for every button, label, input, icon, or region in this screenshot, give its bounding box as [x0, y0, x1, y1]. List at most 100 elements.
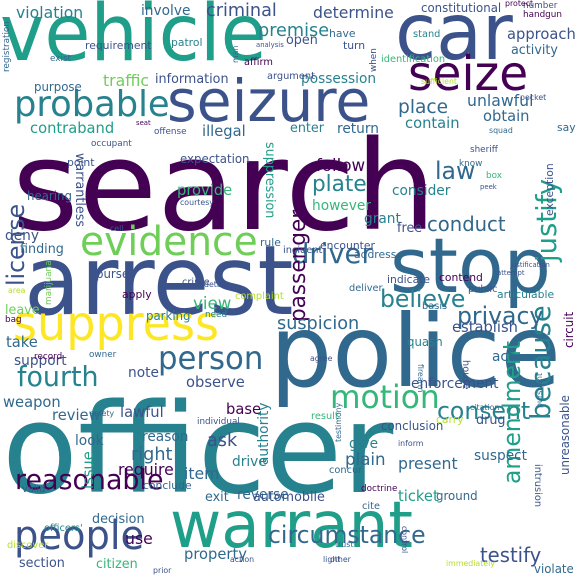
word-suspicion: suspicion	[277, 313, 360, 334]
word-ticket: ticket	[398, 487, 439, 505]
word-automobile: automobile	[253, 490, 325, 505]
word-encounter: encounter	[320, 239, 375, 252]
word-safety: safety	[90, 409, 115, 418]
word-section: section	[19, 556, 65, 571]
word-handgun: handgun	[523, 10, 562, 20]
word-detail: detail	[204, 280, 227, 289]
word-item: item	[184, 464, 220, 483]
word-obtain: obtain	[483, 107, 530, 125]
word-take: take	[6, 333, 38, 351]
word-authority: authority	[256, 402, 272, 465]
word-identification: identification	[381, 54, 446, 65]
word-suppress: suppress	[13, 296, 220, 352]
word-place: place	[398, 96, 449, 118]
word-weapon: weapon	[3, 393, 61, 411]
word-person: person	[158, 339, 264, 377]
word-grant: grant	[364, 211, 401, 227]
word-when: when	[369, 48, 379, 72]
word-trust: trust	[335, 540, 354, 549]
word-cell: cell	[110, 224, 124, 233]
word-crime: crime	[182, 277, 210, 288]
word-need: need	[205, 310, 228, 320]
word-result: result	[311, 411, 339, 422]
word-discover: discover	[7, 540, 49, 551]
word-driver: driver	[292, 237, 373, 270]
word-information: information	[155, 72, 229, 87]
word-believe: believe	[380, 285, 466, 313]
word-reverse: reverse	[237, 487, 289, 503]
word-sheriff: sheriff	[470, 145, 498, 155]
word-follow: follow	[316, 156, 366, 176]
word-contraband: contraband	[30, 119, 115, 137]
word-exit: exit	[205, 490, 229, 505]
word-action: action	[230, 555, 255, 564]
word-deny: deny	[5, 228, 39, 244]
word-exist: exist	[50, 54, 72, 64]
word-public: public	[468, 284, 498, 295]
word-owner: owner	[89, 350, 117, 360]
word-purpose: purpose	[34, 80, 82, 94]
word-officer: officer	[2, 378, 394, 522]
word-review: review	[52, 406, 101, 424]
word-decision: decision	[92, 512, 145, 527]
word-ground: ground	[436, 489, 478, 503]
word-apply: apply	[122, 288, 152, 301]
word-leave: leave	[5, 303, 40, 318]
word-pocket: pocket	[520, 93, 547, 102]
word-provide: provide	[177, 181, 233, 199]
word-address: address	[354, 248, 397, 261]
word-number: number	[523, 1, 558, 11]
word-articulable: articulable	[497, 288, 555, 301]
word-possession: possession	[301, 71, 377, 87]
word-violation: violation	[16, 3, 84, 22]
word-courtesy: courtesy	[180, 198, 214, 207]
word-enforcement: enforcement	[411, 376, 499, 392]
word-record: record	[34, 352, 63, 362]
word-consider: consider	[392, 183, 451, 199]
word-law: law	[435, 157, 476, 185]
word-registration: registration	[2, 21, 12, 72]
word-exception: exception	[543, 163, 556, 216]
word-traffic: traffic	[103, 71, 149, 90]
word-vehicle: vehicle	[0, 0, 267, 79]
word-carry: carry	[436, 413, 464, 426]
word-basis: basis	[422, 301, 448, 312]
word-consent: consent	[437, 397, 531, 425]
word-have: have	[329, 27, 356, 40]
word-unreasonable: unreasonable	[558, 395, 572, 475]
word-inform: inform	[398, 439, 424, 448]
word-point: point	[67, 156, 95, 169]
word-prior: prior	[153, 566, 172, 575]
word-use: use	[125, 529, 153, 548]
word-protect: protect	[505, 0, 534, 8]
word-unlawful: unlawful	[467, 91, 534, 110]
word-rule: rule	[260, 236, 281, 249]
word-deliver: deliver	[349, 283, 383, 294]
word-firearm: firearm	[416, 364, 425, 393]
word-enter: enter	[290, 121, 324, 136]
word-quash: quash	[407, 335, 443, 349]
word-criminal: criminal	[206, 0, 277, 21]
word-reason: reason	[142, 429, 189, 445]
word-affirm: affirm	[244, 57, 273, 68]
word-concur: concur	[329, 465, 363, 476]
word-individual: individual	[197, 417, 240, 427]
word-require: require	[118, 460, 174, 479]
word-pursuant: pursuant	[535, 372, 544, 408]
word-privacy: privacy	[457, 302, 544, 330]
word-seat: seat	[136, 119, 151, 127]
word-box: box	[486, 171, 502, 181]
word-arrest: arrest	[24, 225, 294, 337]
word-contain: contain	[405, 114, 460, 132]
word-bag: bag	[5, 315, 22, 325]
word-seizure: seizure	[167, 67, 371, 135]
word-determine: determine	[313, 3, 394, 22]
word-testify: testify	[480, 543, 542, 567]
word-house: house	[460, 360, 471, 390]
word-issue: issue	[79, 451, 97, 489]
word-turn: turn	[343, 39, 366, 52]
word-however: however	[312, 198, 371, 214]
word-base: base	[226, 400, 262, 418]
word-establish: establish	[452, 318, 518, 336]
word-probable: probable	[14, 84, 170, 125]
